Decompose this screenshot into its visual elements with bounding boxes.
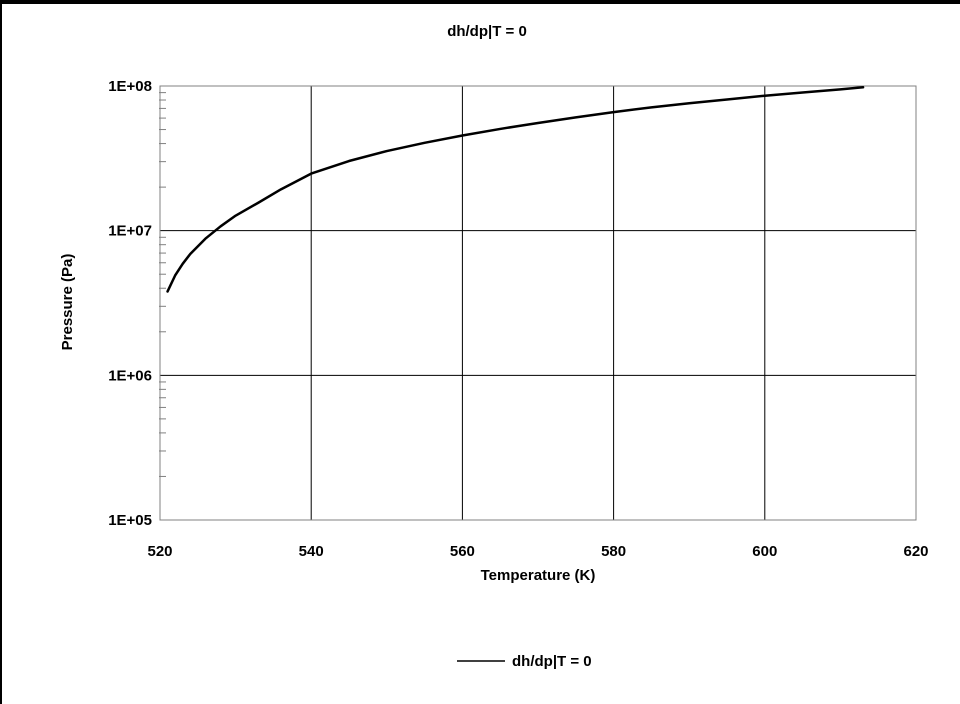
x-tick-label: 540: [299, 543, 324, 560]
y-tick-label: 1E+08: [108, 78, 152, 95]
legend: dh/dp|T = 0: [457, 653, 592, 670]
x-tick-labels: 520 540 560 580 600 620: [147, 543, 928, 560]
y-tick-labels: 1E+05 1E+06 1E+07 1E+08: [108, 78, 152, 529]
x-tick-label: 520: [147, 543, 172, 560]
x-tick-label: 560: [450, 543, 475, 560]
gridlines: [160, 86, 916, 520]
x-tick-label: 620: [903, 543, 928, 560]
y-tick-label: 1E+07: [108, 223, 152, 240]
plot-area: [159, 85, 917, 521]
y-tick-label: 1E+05: [108, 512, 152, 529]
y-tick-label: 1E+06: [108, 367, 152, 384]
chart-title: dh/dp|T = 0: [447, 23, 527, 40]
series-line: [166, 86, 865, 293]
y-minor-ticks: [159, 92, 166, 477]
x-tick-label: 580: [601, 543, 626, 560]
x-axis-title: Temperature (K): [481, 567, 596, 584]
y-axis-title: Pressure (Pa): [59, 254, 76, 351]
legend-label: dh/dp|T = 0: [512, 653, 592, 670]
x-tick-label: 600: [752, 543, 777, 560]
